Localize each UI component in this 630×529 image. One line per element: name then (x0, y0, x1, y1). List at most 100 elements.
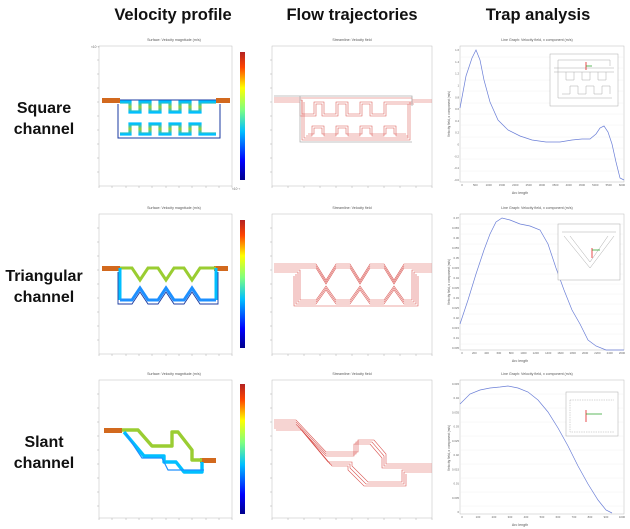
x-tick-label: 2000 (582, 351, 589, 355)
row-label-line2: channel (13, 289, 75, 306)
x-tick-label: 5500 (606, 183, 613, 187)
slant-velocity-panel: Surface: Velocity magnitude (m/s) (88, 370, 260, 528)
inset-diagram (557, 223, 621, 281)
x-tick-label: 1000 (520, 351, 527, 355)
x-tick-label: 2000 (512, 183, 519, 187)
y-tick-label: -0.2 (454, 154, 459, 158)
slant-trap-plot: 0.045 0.04 0.035 0.03 0.025 0.02 0.015 0.01 0.00… (447, 379, 626, 527)
y-axis-label: Velocity field, x component (m/s) (447, 91, 451, 137)
x-tick-labels: 0 200 400 600 800 1000 1200 1400 1600 1800 2000 220… (461, 351, 625, 355)
x-tick-label: 500 (540, 515, 545, 519)
x-tick-label: 1200 (533, 351, 540, 355)
y-tick-label: 0.015 (452, 467, 459, 471)
column-heading-velocity-profile: Velocity profile (114, 6, 232, 24)
y-tick-label: 0.02 (454, 316, 460, 320)
y-tick-label: 0.065 (452, 226, 459, 230)
triangular-velocity-plot (97, 213, 245, 356)
y-tick-label: 0.01 (454, 336, 460, 340)
x-tick-label: 1800 (570, 351, 577, 355)
y-tick-label: 0 (457, 143, 459, 147)
svg-text:×10⁻³: ×10⁻³ (91, 45, 99, 49)
x-tick-label: 0 (461, 183, 463, 187)
slant-trap-panel: Line Graph: Velocity field, x component … (446, 370, 628, 528)
y-tick-label: 0.045 (452, 382, 459, 386)
y-tick-label: 0.035 (452, 410, 459, 414)
x-tick-label: 1600 (557, 351, 564, 355)
y-tick-label: 0.04 (454, 396, 460, 400)
x-tick-label: 2400 (607, 351, 614, 355)
y-tick-label: 1.2 (455, 72, 459, 76)
x-tick-label: 400 (484, 351, 489, 355)
y-tick-label: 0.8 (455, 95, 459, 99)
slant-streamline-plot (270, 379, 433, 520)
y-tick-label: 0.025 (452, 306, 459, 310)
x-tick-label: 4500 (579, 183, 586, 187)
row-label-slant-channel: Slant channel (0, 432, 88, 474)
row-label-square-channel: Square channel (0, 98, 88, 140)
y-tick-label: -0.6 (454, 178, 459, 182)
colorbar (240, 52, 245, 180)
column-heading-trap-analysis: Trap analysis (485, 6, 591, 24)
y-tick-label: 0.05 (454, 256, 460, 260)
y-tick-label: 0.2 (455, 131, 459, 135)
row-label-line1: Slant (24, 434, 64, 451)
y-tick-labels: 1.6 1.4 1.2 1 0.8 0.6 0.4 0.2 0 -0.2 -0.4 -0.6 (454, 48, 459, 182)
x-tick-label: 0 (461, 351, 463, 355)
y-tick-label: 0.015 (452, 326, 459, 330)
panel-title: Streamline: Velocity field (332, 206, 372, 210)
y-tick-label: 0.03 (454, 296, 460, 300)
square-velocity-panel: Surface: Velocity magnitude (m/s) (88, 36, 260, 196)
x-tick-label: 1000 (619, 515, 626, 519)
slant-streamline-panel: Streamline: Velocity field (262, 370, 442, 528)
y-tick-label: 0.01 (454, 482, 460, 486)
colorbar (240, 220, 245, 348)
square-streamline-panel: Streamline: Velocity field (262, 36, 442, 196)
x-tick-label: 1500 (499, 183, 506, 187)
x-tick-label: 6000 (619, 183, 626, 187)
square-streamline-plot (270, 45, 433, 188)
y-axis-label: Velocity field, x component (m/s) (447, 259, 451, 305)
x-tick-label: 2200 (594, 351, 601, 355)
panel-title: Surface: Velocity magnitude (m/s) (147, 38, 201, 42)
y-tick-label: 0.005 (452, 496, 459, 500)
panel-title: Line Graph: Velocity field, x component … (501, 372, 573, 376)
y-tick-label: 0 (457, 510, 459, 514)
y-tick-label: 0.04 (454, 276, 460, 280)
x-tick-label: 900 (604, 515, 609, 519)
panel-title: Streamline: Velocity field (332, 372, 372, 376)
x-tick-label: 2500 (526, 183, 533, 187)
y-tick-label: 0.6 (455, 107, 459, 111)
square-trap-plot: 1.6 1.4 1.2 1 0.8 0.6 0.4 0.2 0 -0.2 -0.4 -0.6 0 500… (447, 45, 626, 195)
y-tick-label: -0.4 (454, 166, 459, 170)
row-label-triangular-channel: Triangular channel (0, 266, 88, 308)
x-tick-label: 100 (476, 515, 481, 519)
y-tick-label: 0.005 (452, 346, 459, 350)
triangular-streamline-panel: Streamline: Velocity field (262, 204, 442, 364)
y-tick-label: 0.4 (455, 119, 459, 123)
x-tick-labels: 0 100 200 300 400 500 600 700 800 900 1000 (461, 515, 625, 519)
y-tick-label: 0.02 (454, 453, 460, 457)
x-tick-label: 5000 (592, 183, 599, 187)
x-tick-labels: 0 500 1000 1500 2000 2500 3000 3500 4000 4500 5000… (461, 183, 625, 187)
row-label-line2: channel (13, 455, 75, 472)
y-tick-label: 0.03 (454, 425, 460, 429)
y-axis-label: Velocity field, x component (m/s) (447, 425, 451, 471)
y-tick-label: 0.025 (452, 439, 459, 443)
triangular-trap-plot: 0.07 0.065 0.06 0.055 0.05 0.045 0.04 0.035 0.03… (447, 213, 626, 363)
x-tick-label: 4000 (566, 183, 573, 187)
x-axis-label: Arc length (512, 191, 528, 195)
x-axis-label: Arc length (512, 523, 528, 527)
row-label-line1: Square (16, 100, 72, 117)
row-label-line1: Triangular (5, 268, 83, 285)
x-tick-label: 1000 (486, 183, 493, 187)
square-trap-panel: Line Graph: Velocity field, x component … (446, 36, 628, 196)
x-tick-label: 1400 (545, 351, 552, 355)
y-tick-label: 1 (457, 84, 459, 88)
y-tick-label: 0.045 (452, 266, 459, 270)
y-tick-label: 0.06 (454, 236, 460, 240)
triangular-trap-panel: Line Graph: Velocity field, x component … (446, 204, 628, 364)
y-tick-label: 1.6 (455, 48, 459, 52)
x-tick-label: 2600 (619, 351, 626, 355)
x-tick-label: 3500 (552, 183, 559, 187)
column-heading-flow-trajectories: Flow trajectories (286, 6, 418, 24)
